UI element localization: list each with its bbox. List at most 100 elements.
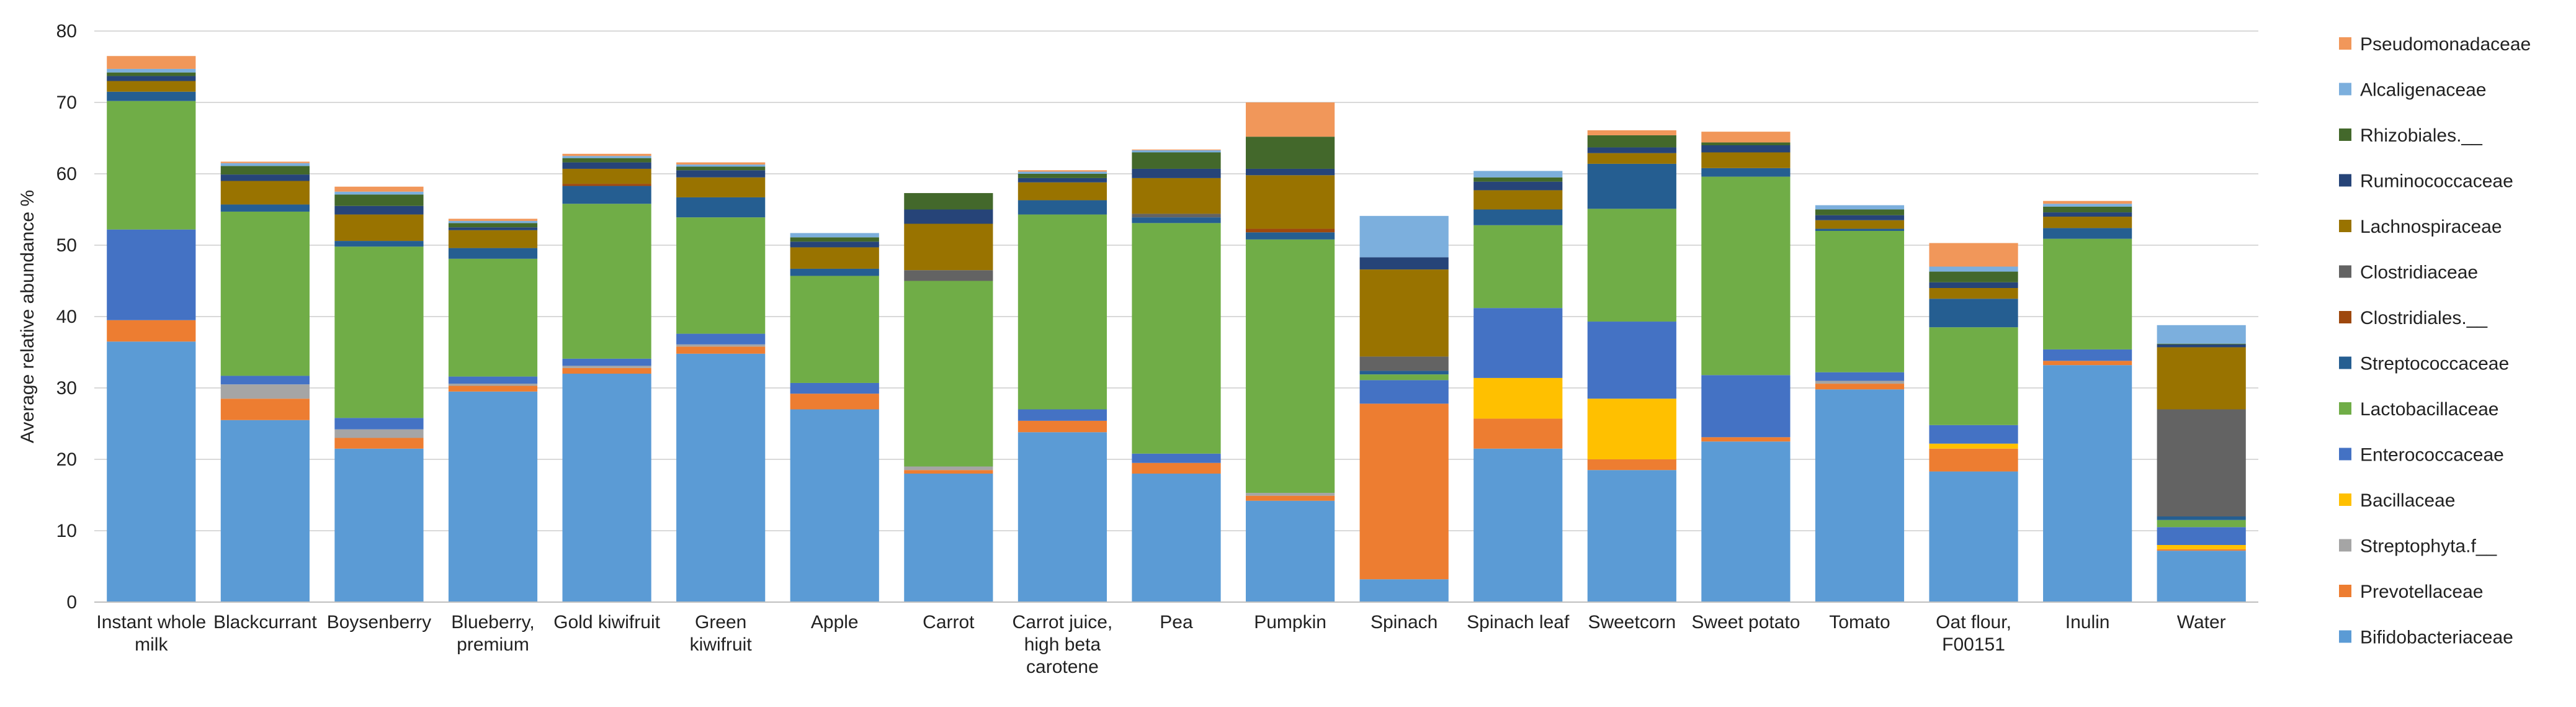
x-category-label: Boysenberry (327, 612, 431, 633)
x-category-label-line: Gold kiwifruit (553, 612, 660, 633)
bar-segment-streptococcaceae (790, 268, 879, 276)
bar-segment-bifidobacteriaceae (2157, 551, 2246, 602)
x-category-label: Green kiwifruit (690, 612, 753, 655)
x-category-label-line: Blueberry, (451, 612, 535, 633)
x-category-label-line: Oat flour, (1936, 612, 2011, 633)
bar-segment-streptococcaceae (1587, 163, 1676, 209)
bar-segment-clostridiales (1245, 228, 1335, 233)
legend-label: Clostridiaceae (2360, 263, 2478, 283)
bar-segment-enterococcaceae (107, 229, 196, 320)
x-category-label-line: high beta (1024, 634, 1101, 655)
bar-segment-alcaligenaceae (1815, 205, 1905, 210)
legend-swatch (2339, 448, 2351, 461)
bar-segment-lactobacillaceae (562, 204, 651, 359)
bar-segment-prevotellaceae (2157, 549, 2246, 551)
legend-swatch (2339, 174, 2351, 187)
x-category-label: Pea (1160, 612, 1193, 633)
x-category-label: Carrot (923, 612, 975, 633)
bar-segment-streptophyta-f (1245, 493, 1335, 496)
legend-swatch (2339, 128, 2351, 141)
bar-segment-prevotellaceae (1701, 437, 1791, 442)
bar-segment-prevotellaceae (676, 346, 766, 354)
bar-segment-alcaligenaceae (448, 220, 538, 223)
x-category-label-line: Carrot (923, 612, 975, 633)
bar-segment-streptococcaceae (2157, 516, 2246, 520)
legend-swatch (2339, 37, 2351, 50)
bar-segment-ruminococcaceae (562, 162, 651, 169)
bar-segment-alcaligenaceae (107, 68, 196, 73)
bar-segment-prevotellaceae (1815, 384, 1905, 390)
bar-segment-enterococcaceae (1017, 409, 1107, 421)
bar-segment-streptococcaceae (1929, 299, 2018, 328)
bar-segment-rhizobiales (1587, 135, 1676, 148)
bar-segment-prevotellaceae (1245, 495, 1335, 501)
bar-segment-pseudomonadaceae (448, 218, 538, 221)
bar-segment-clostridiales (562, 184, 651, 186)
bar-segment-lachnospiraceae (1017, 182, 1107, 200)
x-category-label-line: Pumpkin (1254, 612, 1326, 633)
legend-swatch (2339, 539, 2351, 552)
bar-segment-bifidobacteriaceae (1132, 474, 1221, 602)
x-category-label-line: carotene (1026, 657, 1099, 677)
x-category-label: Spinach (1371, 612, 1438, 633)
legend-label: Alcaligenaceae (2360, 80, 2486, 101)
bar-segment-ruminococcaceae (1587, 147, 1676, 153)
bar-segment-prevotellaceae (1929, 448, 2018, 472)
bar-segment-alcaligenaceae (1017, 171, 1107, 174)
bar-segment-bacillaceae (1587, 399, 1676, 459)
bar-segment-streptococcaceae (2043, 228, 2132, 239)
bar-segment-rhizobiales (448, 223, 538, 228)
bar-segment-lactobacillaceae (1587, 209, 1676, 322)
bar-segment-enterococcaceae (334, 418, 424, 430)
bar-segment-pseudomonadaceae (107, 56, 196, 69)
bar-segment-streptococcaceae (1359, 371, 1449, 375)
bar-segment-ruminococcaceae (1359, 257, 1449, 270)
bar-segment-lactobacillaceae (448, 258, 538, 377)
bar-segment-pseudomonadaceae (1017, 170, 1107, 172)
bar-segment-bifidobacteriaceae (676, 353, 766, 602)
bar-segment-clostridiaceae (1359, 356, 1449, 371)
y-tick-label: 20 (56, 449, 77, 470)
bar-segment-rhizobiales (2043, 206, 2132, 213)
bar-segment-bifidobacteriaceae (1474, 448, 1563, 602)
legend-swatch (2339, 265, 2351, 278)
bar-segment-lactobacillaceae (2043, 238, 2132, 349)
bar-segment-prevotellaceae (2043, 361, 2132, 366)
y-tick-label: 50 (56, 235, 77, 256)
bar-segment-streptococcaceae (1474, 209, 1563, 225)
x-category-label-line: kiwifruit (690, 634, 753, 655)
bar-segment-prevotellaceae (1587, 459, 1676, 471)
bar-segment-bacillaceae (1929, 443, 2018, 449)
bar-segment-enterococcaceae (1474, 308, 1563, 378)
bar-segment-ruminococcaceae (1017, 178, 1107, 182)
x-category-label-line: Apple (811, 612, 859, 633)
bar-segment-lactobacillaceae (790, 276, 879, 383)
y-tick-label: 30 (56, 378, 77, 399)
x-axis-category-labels: Instant whole milk Blackcurrant Boysenberry… (96, 612, 2225, 677)
bar-segment-pseudomonadaceae (220, 161, 310, 163)
bar-segment-prevotellaceae (220, 399, 310, 420)
x-category-label-line: premium (457, 634, 529, 655)
legend-swatch (2339, 630, 2351, 643)
legend-label: Bifidobacteriaceae (2360, 628, 2513, 648)
x-category-label: Carrot juice, high beta carotene (1013, 612, 1113, 677)
bar-segment-prevotellaceae (1132, 462, 1221, 474)
bar-segment-lachnospiraceae (1132, 178, 1221, 214)
bar-segment-ruminococcaceae (1701, 145, 1791, 153)
bar-segment-streptococcaceae (107, 91, 196, 101)
bar-segment-rhizobiales (1245, 137, 1335, 169)
x-category-label-line: Water (2177, 612, 2226, 633)
x-category-label-line: Green (695, 612, 746, 633)
x-category-label-line: Tomato (1829, 612, 1890, 633)
bar-segment-streptophyta-f (1815, 381, 1905, 384)
bar-segment-bifidobacteriaceae (1587, 470, 1676, 602)
bar-segment-enterococcaceae (562, 358, 651, 366)
bar-segment-lachnospiraceae (1701, 152, 1791, 168)
bar-segment-alcaligenaceae (1929, 266, 2018, 272)
bar-segment-alcaligenaceae (1359, 215, 1449, 258)
x-category-label: Oat flour, F00151 (1936, 612, 2011, 655)
bar-segment-streptococcaceae (334, 241, 424, 247)
bar-segment-enterococcaceae (2157, 527, 2246, 545)
bar-segment-alcaligenaceae (790, 233, 879, 238)
bar-segment-lactobacillaceae (334, 246, 424, 418)
